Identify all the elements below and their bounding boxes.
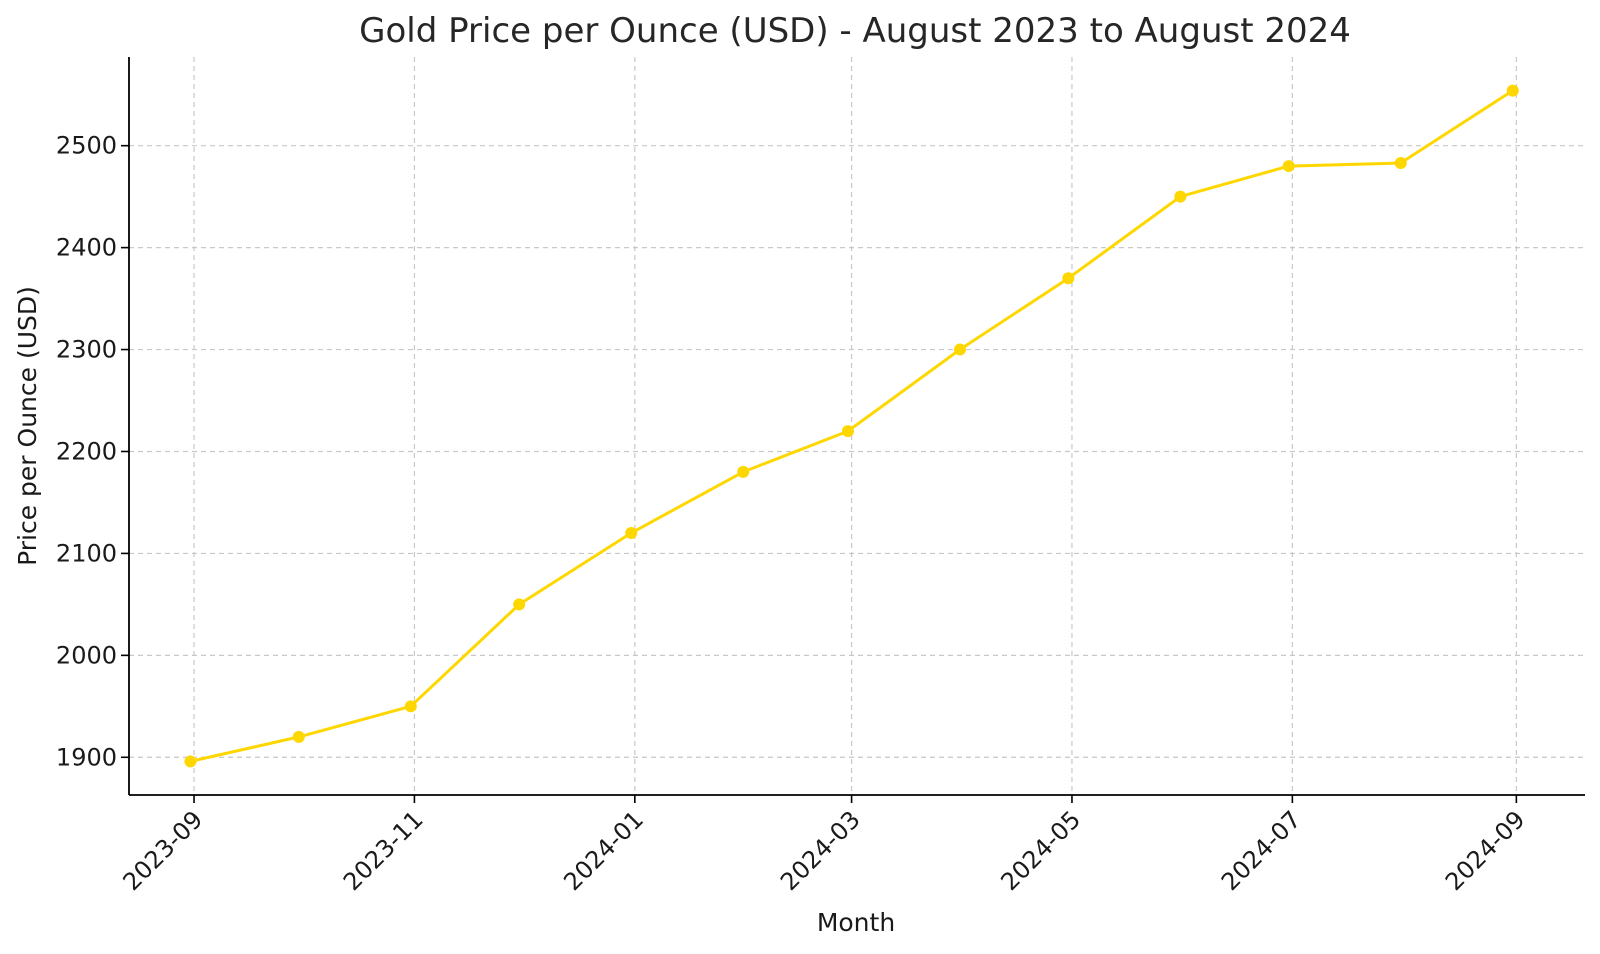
x-tick-label: 2023-09 (118, 805, 209, 896)
series-layer (184, 84, 1519, 768)
x-tick-label: 2023-11 (338, 805, 429, 896)
x-tick-label: 2024-07 (1216, 805, 1307, 896)
x-axis-ticks: 2023-09 2023-11 2024-01 2024-03 2024-05 2024-… (118, 795, 1531, 896)
data-point (1174, 190, 1187, 203)
y-tick-label: 1900 (56, 743, 117, 771)
y-axis-label: Price per Ounce (USD) (13, 286, 42, 566)
data-point (1394, 157, 1407, 170)
y-tick-label: 2500 (56, 132, 117, 160)
data-point (1282, 160, 1295, 173)
x-axis-label: Month (817, 908, 895, 937)
data-point (841, 425, 854, 438)
data-point (184, 755, 197, 768)
x-tick-label: 2024-09 (1440, 805, 1531, 896)
x-tick-label: 2024-05 (996, 805, 1087, 896)
y-tick-label: 2300 (56, 336, 117, 364)
grid (129, 57, 1585, 795)
y-tick-label: 2100 (56, 539, 117, 567)
data-point (404, 700, 417, 713)
y-tick-label: 2200 (56, 437, 117, 465)
x-tick-label: 2024-01 (558, 805, 649, 896)
data-point (1062, 272, 1075, 285)
data-point (1506, 84, 1519, 97)
data-point (953, 343, 966, 356)
data-point (513, 598, 526, 611)
data-point (737, 465, 750, 478)
data-point (625, 527, 638, 540)
y-axis-ticks: 1900 2000 2100 2200 2300 2400 2500 (56, 132, 129, 771)
x-tick-label: 2024-03 (775, 805, 866, 896)
chart-title: Gold Price per Ounce (USD) - August 2023… (359, 11, 1351, 51)
y-tick-label: 2000 (56, 641, 117, 669)
y-tick-label: 2400 (56, 234, 117, 262)
data-point (292, 730, 305, 743)
